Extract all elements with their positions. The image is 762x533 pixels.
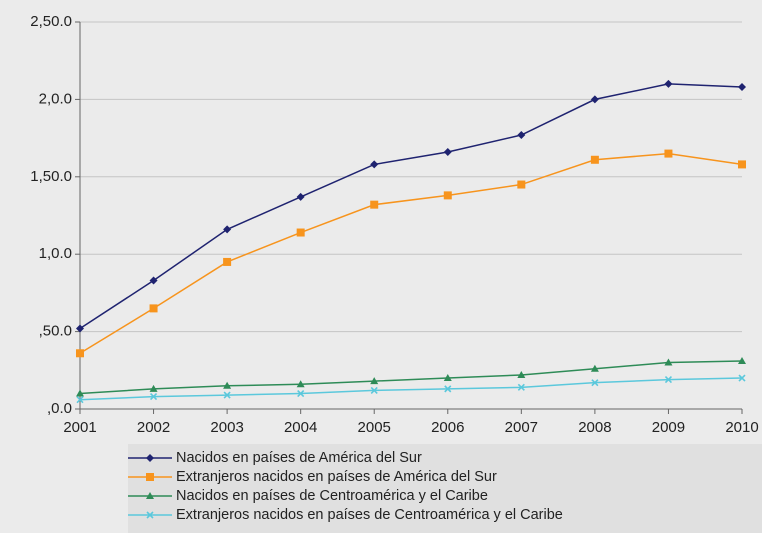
y-tick-label: 2,50.0 — [30, 13, 72, 30]
y-tick-label: 1,50.0 — [30, 168, 72, 185]
data-point — [738, 357, 746, 365]
legend-entry: Nacidos en países de Centroamérica y el … — [128, 488, 488, 504]
data-point — [296, 380, 305, 388]
y-tick-label: 2,0.0 — [39, 90, 72, 107]
data-point — [370, 386, 378, 394]
legend-entry: Nacidos en países de América del Sur — [128, 450, 422, 466]
data-point — [223, 391, 231, 399]
series-line — [79, 83, 743, 330]
data-point — [296, 228, 305, 237]
legend-marker — [146, 473, 154, 481]
data-point — [76, 389, 84, 397]
x-tick-label: 2009 — [652, 419, 685, 436]
data-point — [591, 379, 599, 387]
data-point — [223, 225, 232, 234]
x-tick-label: 2006 — [431, 419, 464, 436]
x-tick-label: 2010 — [725, 419, 758, 436]
data-point — [664, 149, 673, 158]
data-point — [664, 376, 673, 384]
data-point — [590, 364, 599, 372]
series-line — [79, 152, 743, 354]
data-point — [738, 83, 746, 92]
data-point — [443, 148, 452, 157]
data-point — [370, 200, 379, 209]
legend-entry: Extranjeros nacidos en países de América… — [128, 469, 497, 485]
data-point — [517, 370, 526, 378]
data-point — [149, 304, 158, 313]
data-point — [443, 191, 452, 200]
series-line — [79, 377, 743, 401]
data-point — [517, 383, 525, 391]
x-tick-label: 2005 — [358, 419, 391, 436]
data-point — [738, 160, 746, 169]
data-point — [370, 160, 379, 169]
x-tick-label: 2004 — [284, 419, 317, 436]
data-point — [444, 385, 452, 393]
data-point — [664, 79, 673, 88]
legend-label: Nacidos en países de Centroamérica y el … — [176, 488, 488, 504]
data-point — [590, 155, 599, 164]
x-tick-label: 2002 — [137, 419, 170, 436]
data-point — [370, 377, 379, 385]
data-point — [738, 374, 746, 382]
data-point — [76, 349, 84, 358]
data-point — [296, 192, 305, 201]
data-point — [443, 374, 452, 382]
legend-marker — [146, 511, 154, 519]
data-point — [517, 180, 526, 189]
legend-marker — [146, 492, 154, 499]
legend-entry: Extranjeros nacidos en países de Centroa… — [128, 507, 563, 523]
data-point — [297, 389, 305, 398]
data-point — [590, 95, 599, 104]
data-point — [223, 381, 232, 389]
legend-label: Extranjeros nacidos en países de América… — [176, 469, 497, 485]
data-point — [664, 358, 673, 366]
data-point — [76, 396, 84, 404]
x-tick-label: 2003 — [210, 419, 243, 436]
data-point — [517, 131, 526, 140]
legend-marker — [146, 454, 154, 462]
series-line — [79, 360, 743, 395]
y-tick-label: 1,0.0 — [39, 245, 72, 262]
data-point — [149, 384, 158, 392]
y-tick-label: ,50.0 — [39, 323, 72, 340]
data-point — [223, 257, 232, 266]
data-point — [149, 276, 158, 285]
x-tick-label: 2001 — [63, 419, 96, 436]
data-point — [76, 324, 84, 333]
data-point — [149, 393, 158, 401]
y-tick-label: ,0.0 — [47, 400, 72, 417]
legend-box — [128, 444, 762, 533]
legend-label: Nacidos en países de América del Sur — [176, 450, 422, 466]
x-tick-label: 2007 — [505, 419, 538, 436]
legend-label: Extranjeros nacidos en países de Centroa… — [176, 507, 563, 523]
x-tick-label: 2008 — [578, 419, 611, 436]
